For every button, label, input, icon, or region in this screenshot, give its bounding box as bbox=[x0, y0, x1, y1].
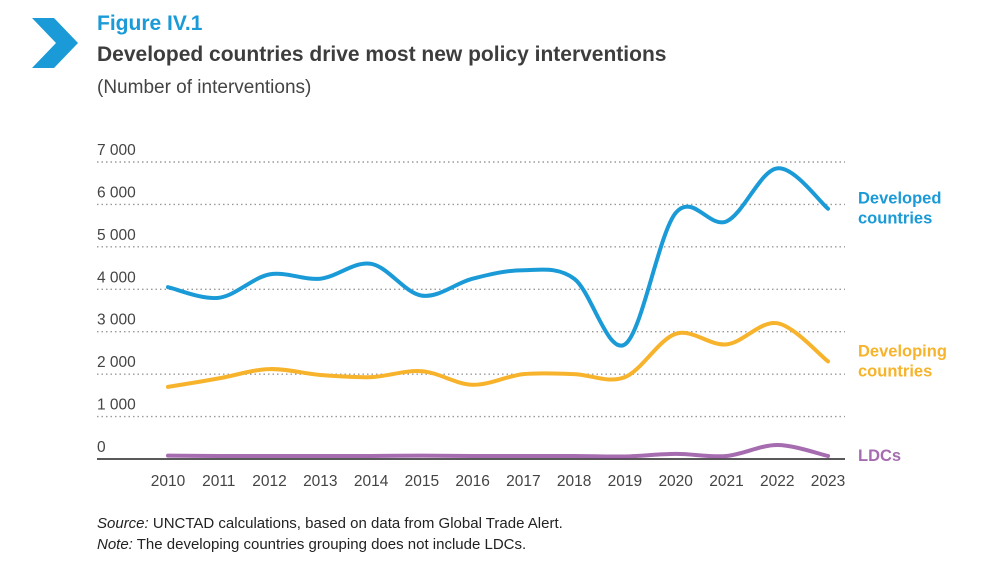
series-label: LDCs bbox=[858, 447, 901, 465]
y-tick-label: 7 000 bbox=[97, 142, 136, 159]
series-line bbox=[166, 166, 830, 348]
x-tick-label: 2011 bbox=[202, 473, 235, 490]
x-tick-label: 2022 bbox=[760, 473, 794, 490]
y-tick-label: 2 000 bbox=[97, 354, 136, 371]
series-line bbox=[166, 321, 830, 389]
x-tick-label: 2019 bbox=[608, 473, 642, 490]
note-text: The developing countries grouping does n… bbox=[132, 536, 527, 553]
chevron-right-icon bbox=[32, 18, 78, 68]
x-tick-label: 2012 bbox=[252, 473, 286, 490]
figure-label: Figure IV.1 bbox=[97, 12, 203, 35]
source-prefix: Source: bbox=[97, 515, 149, 532]
grouping-note: Note: The developing countries grouping … bbox=[97, 534, 563, 555]
note-prefix: Note: bbox=[97, 536, 133, 553]
x-tick-label: 2015 bbox=[405, 473, 439, 490]
line-chart: 0 1 000 2 000 3 000 4 000 5 000 6 000 7 000 2010… bbox=[97, 142, 947, 490]
figure-subtitle: (Number of interventions) bbox=[97, 77, 312, 98]
figure-title: Developed countries drive most new polic… bbox=[97, 43, 667, 66]
y-tick-label: 4 000 bbox=[97, 269, 136, 286]
series-label: countries bbox=[858, 362, 932, 380]
series-line bbox=[166, 443, 830, 459]
x-tick-label: 2010 bbox=[151, 473, 186, 490]
source-note: Source: UNCTAD calculations, based on da… bbox=[97, 513, 563, 534]
x-tick-label: 2013 bbox=[303, 473, 337, 490]
y-tick-label: 6 000 bbox=[97, 184, 136, 201]
series-label: countries bbox=[858, 210, 932, 228]
y-tick-label: 0 bbox=[97, 439, 106, 456]
y-tick-label: 5 000 bbox=[97, 227, 136, 244]
x-tick-label: 2017 bbox=[506, 473, 540, 490]
series-label: Developing bbox=[858, 342, 947, 360]
y-tick-label: 1 000 bbox=[97, 397, 136, 414]
source-text: UNCTAD calculations, based on data from … bbox=[148, 515, 563, 532]
x-tick-label: 2023 bbox=[811, 473, 845, 490]
series-label: Developed bbox=[858, 190, 941, 208]
x-tick-label: 2021 bbox=[709, 473, 743, 490]
x-tick-label: 2014 bbox=[354, 473, 389, 490]
x-tick-label: 2018 bbox=[557, 473, 591, 490]
x-tick-label: 2016 bbox=[455, 473, 489, 490]
y-tick-label: 3 000 bbox=[97, 312, 136, 329]
x-tick-label: 2020 bbox=[658, 473, 693, 490]
footnotes: Source: UNCTAD calculations, based on da… bbox=[97, 513, 563, 555]
